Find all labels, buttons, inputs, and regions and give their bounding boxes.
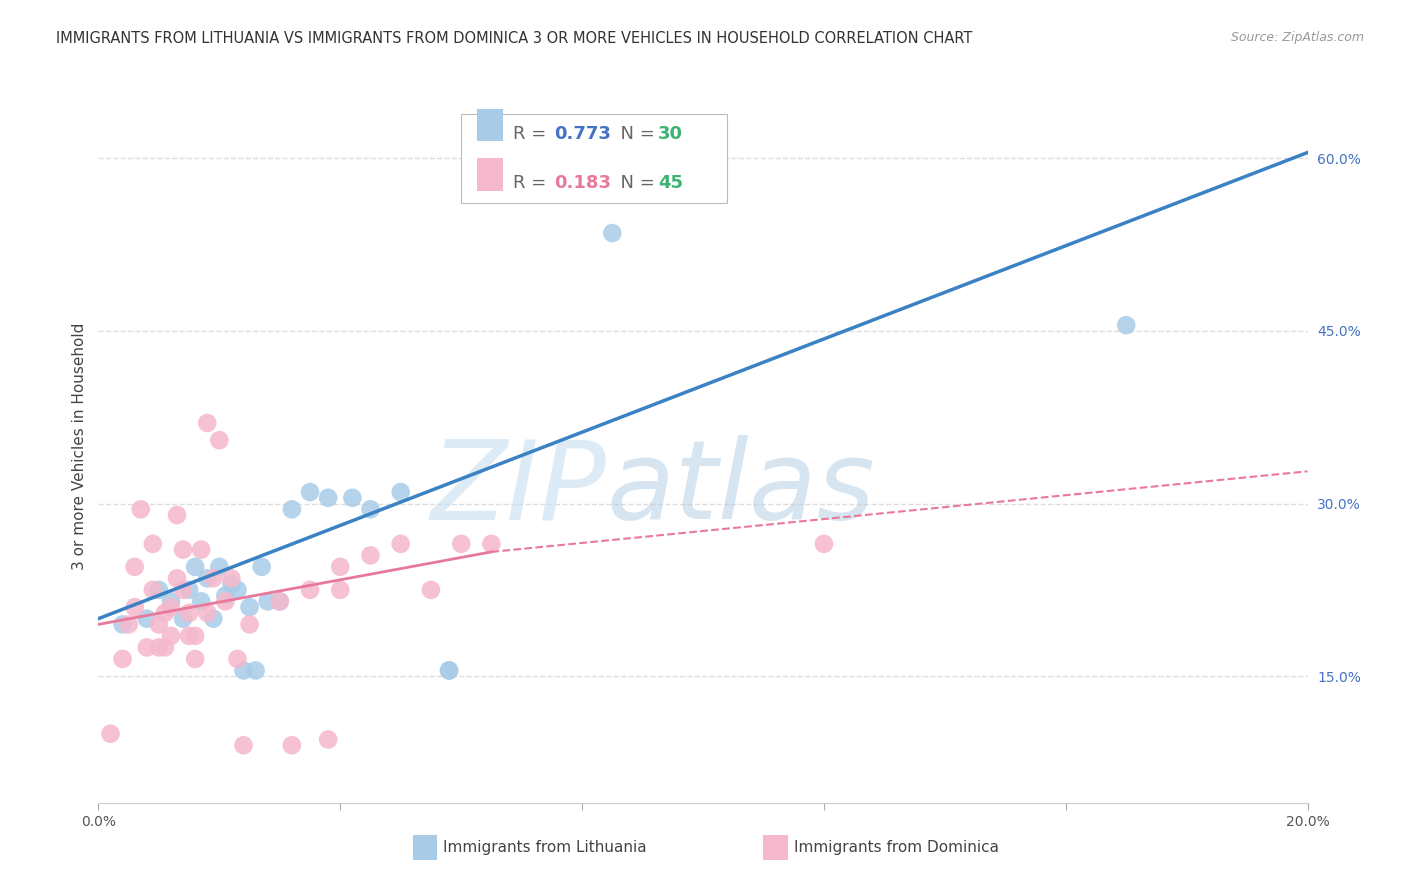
FancyBboxPatch shape bbox=[413, 835, 437, 860]
Point bbox=[148, 640, 170, 655]
Point bbox=[329, 582, 352, 597]
Point bbox=[153, 640, 176, 655]
Point bbox=[813, 537, 835, 551]
Point bbox=[481, 537, 503, 551]
Point bbox=[329, 559, 352, 574]
Text: Immigrants from Dominica: Immigrants from Dominica bbox=[793, 839, 998, 855]
Point bbox=[172, 542, 194, 557]
Point bbox=[179, 606, 201, 620]
Point bbox=[142, 582, 165, 597]
Point bbox=[195, 606, 218, 620]
Point bbox=[316, 732, 339, 747]
Text: N =: N = bbox=[609, 125, 661, 143]
Point bbox=[195, 416, 218, 430]
Point bbox=[124, 559, 146, 574]
FancyBboxPatch shape bbox=[763, 835, 787, 860]
Point bbox=[299, 485, 322, 500]
Point bbox=[166, 508, 188, 522]
Text: Immigrants from Lithuania: Immigrants from Lithuania bbox=[443, 839, 647, 855]
Text: 30: 30 bbox=[658, 125, 683, 143]
Point bbox=[195, 571, 218, 585]
Point bbox=[118, 617, 141, 632]
Point bbox=[179, 629, 201, 643]
Point bbox=[437, 664, 460, 678]
Point bbox=[214, 589, 236, 603]
Point bbox=[250, 559, 273, 574]
Point bbox=[214, 594, 236, 608]
Point bbox=[148, 582, 170, 597]
Point bbox=[602, 226, 624, 240]
Point bbox=[221, 571, 243, 585]
Point bbox=[148, 617, 170, 632]
Point bbox=[437, 664, 460, 678]
Point bbox=[111, 617, 134, 632]
Point bbox=[184, 652, 207, 666]
Point bbox=[166, 571, 188, 585]
Point bbox=[202, 612, 225, 626]
Text: R =: R = bbox=[513, 125, 553, 143]
Point bbox=[245, 664, 267, 678]
Point bbox=[342, 491, 364, 505]
Point bbox=[135, 612, 157, 626]
Text: atlas: atlas bbox=[606, 435, 875, 542]
Text: Source: ZipAtlas.com: Source: ZipAtlas.com bbox=[1230, 31, 1364, 45]
Point bbox=[360, 502, 382, 516]
Point bbox=[281, 738, 304, 752]
Point bbox=[111, 652, 134, 666]
Text: 45: 45 bbox=[658, 174, 683, 192]
Point bbox=[256, 594, 278, 608]
Point bbox=[208, 559, 231, 574]
Text: ZIP: ZIP bbox=[430, 435, 606, 542]
Point bbox=[160, 594, 183, 608]
Point bbox=[202, 571, 225, 585]
Point bbox=[269, 594, 291, 608]
Point bbox=[184, 559, 207, 574]
Point bbox=[172, 612, 194, 626]
Point bbox=[179, 582, 201, 597]
Point bbox=[190, 594, 212, 608]
Point bbox=[221, 577, 243, 591]
Point bbox=[184, 629, 207, 643]
Point bbox=[226, 652, 249, 666]
Text: N =: N = bbox=[609, 174, 661, 192]
Point bbox=[160, 629, 183, 643]
Point bbox=[281, 502, 304, 516]
Point bbox=[420, 582, 443, 597]
FancyBboxPatch shape bbox=[477, 159, 503, 191]
Point bbox=[190, 542, 212, 557]
Y-axis label: 3 or more Vehicles in Household: 3 or more Vehicles in Household bbox=[72, 322, 87, 570]
Point bbox=[389, 537, 412, 551]
Point bbox=[1115, 318, 1137, 333]
Point bbox=[360, 549, 382, 563]
Point bbox=[129, 502, 152, 516]
Point bbox=[153, 606, 176, 620]
Point bbox=[450, 537, 472, 551]
Point bbox=[232, 738, 254, 752]
Point bbox=[142, 537, 165, 551]
Text: 0.773: 0.773 bbox=[554, 125, 612, 143]
FancyBboxPatch shape bbox=[477, 109, 503, 141]
Point bbox=[389, 485, 412, 500]
FancyBboxPatch shape bbox=[461, 114, 727, 203]
Point bbox=[226, 582, 249, 597]
Point bbox=[239, 600, 262, 615]
Text: 0.183: 0.183 bbox=[554, 174, 612, 192]
Text: R =: R = bbox=[513, 174, 553, 192]
Point bbox=[316, 491, 339, 505]
Point bbox=[100, 727, 122, 741]
Point bbox=[160, 600, 183, 615]
Point bbox=[208, 434, 231, 448]
Point bbox=[135, 640, 157, 655]
Point bbox=[172, 582, 194, 597]
Point bbox=[124, 600, 146, 615]
Text: IMMIGRANTS FROM LITHUANIA VS IMMIGRANTS FROM DOMINICA 3 OR MORE VEHICLES IN HOUS: IMMIGRANTS FROM LITHUANIA VS IMMIGRANTS … bbox=[56, 31, 973, 46]
Point bbox=[299, 582, 322, 597]
Point bbox=[239, 617, 262, 632]
Point bbox=[269, 594, 291, 608]
Point bbox=[232, 664, 254, 678]
